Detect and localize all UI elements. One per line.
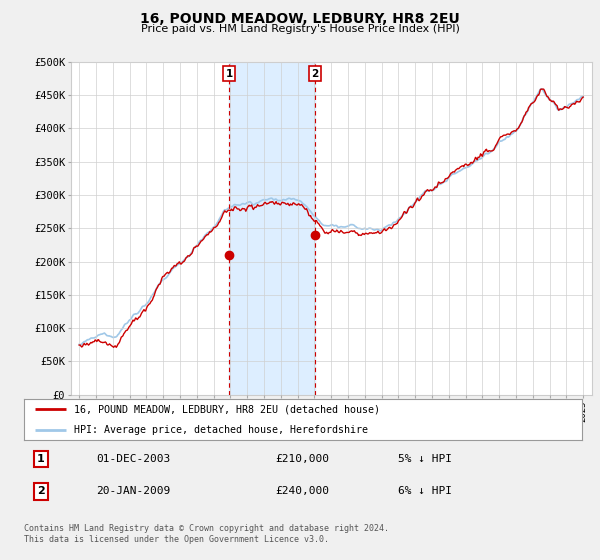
Bar (229, 62, 315, 395)
Text: Price paid vs. HM Land Registry's House Price Index (HPI): Price paid vs. HM Land Registry's House … (140, 24, 460, 34)
Text: 01-DEC-2003: 01-DEC-2003 (97, 454, 171, 464)
Text: 20-JAN-2009: 20-JAN-2009 (97, 487, 171, 496)
Text: 1: 1 (37, 454, 44, 464)
Text: 16, POUND MEADOW, LEDBURY, HR8 2EU (detached house): 16, POUND MEADOW, LEDBURY, HR8 2EU (deta… (74, 404, 380, 414)
Text: 16, POUND MEADOW, LEDBURY, HR8 2EU: 16, POUND MEADOW, LEDBURY, HR8 2EU (140, 12, 460, 26)
Text: £240,000: £240,000 (275, 487, 329, 496)
Text: £210,000: £210,000 (275, 454, 329, 464)
Text: HPI: Average price, detached house, Herefordshire: HPI: Average price, detached house, Here… (74, 424, 368, 435)
Text: Contains HM Land Registry data © Crown copyright and database right 2024.
This d: Contains HM Land Registry data © Crown c… (24, 524, 389, 544)
Text: 5% ↓ HPI: 5% ↓ HPI (398, 454, 452, 464)
Text: 6% ↓ HPI: 6% ↓ HPI (398, 487, 452, 496)
Text: 1: 1 (226, 68, 233, 78)
Text: 2: 2 (311, 68, 319, 78)
Text: 2: 2 (37, 487, 44, 496)
